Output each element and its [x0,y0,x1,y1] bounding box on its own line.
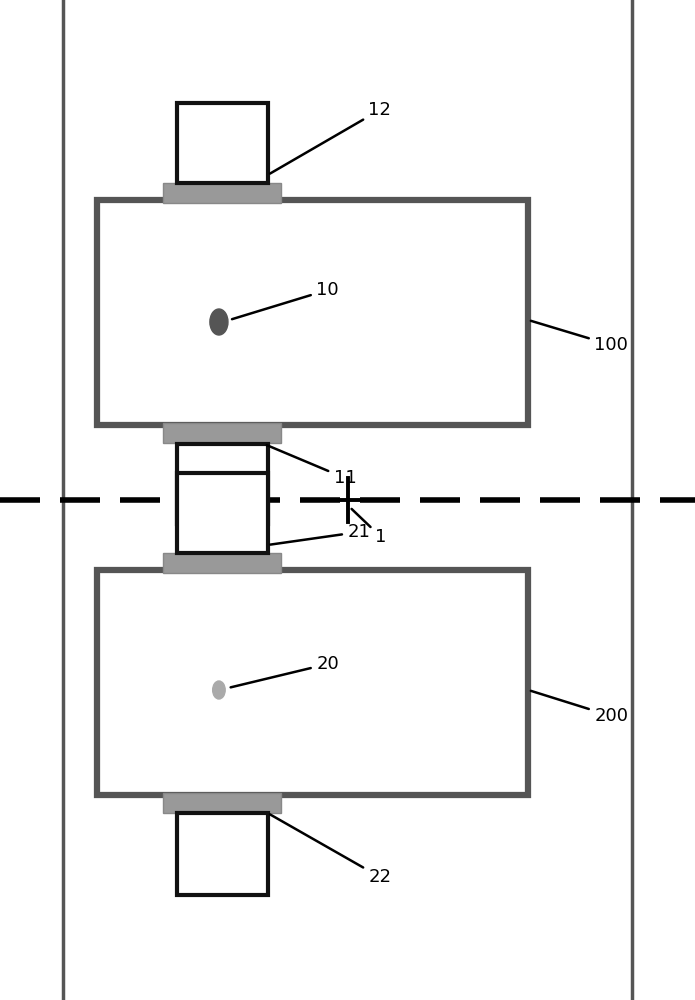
Text: 100: 100 [531,321,628,354]
Bar [177,444,268,524]
Text: 12: 12 [270,101,391,174]
Bar [163,553,281,573]
Bar [177,473,268,553]
Bar [97,570,528,795]
Circle shape [210,309,228,335]
Text: 22: 22 [270,814,391,886]
Bar [97,200,528,425]
Text: 11: 11 [267,445,357,487]
Bar [177,813,268,895]
Bar [163,793,281,813]
Bar [163,183,281,203]
Text: 200: 200 [531,691,628,725]
Text: 1: 1 [352,509,386,546]
Text: 10: 10 [232,281,339,319]
Text: 20: 20 [231,655,339,687]
Bar [177,103,268,183]
Circle shape [213,681,225,699]
Text: 21: 21 [270,523,370,545]
Bar [163,423,281,443]
